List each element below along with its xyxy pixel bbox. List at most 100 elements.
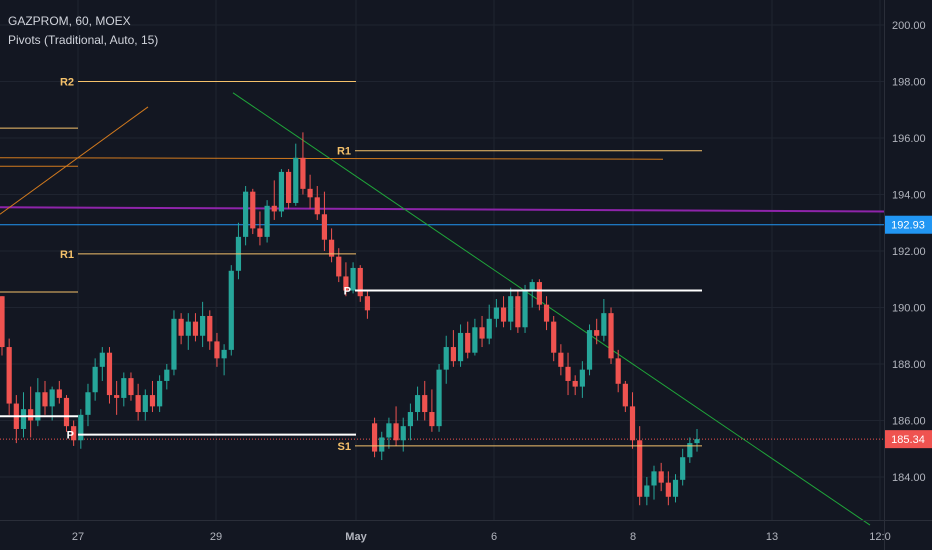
candle-body — [321, 214, 328, 240]
candle-body — [99, 352, 105, 367]
candle-body — [200, 315, 206, 336]
candle-body — [214, 341, 220, 359]
candle-body — [278, 171, 285, 212]
symbol-legend[interactable]: GAZPROM, 60, MOEX — [8, 14, 131, 28]
candle-body — [529, 282, 535, 291]
candle-body — [558, 352, 564, 367]
candle-body — [257, 228, 263, 237]
candle-body — [465, 332, 471, 353]
price-tick-label: 196.00 — [892, 133, 926, 145]
candle-body — [694, 439, 700, 444]
candle-body — [407, 412, 414, 427]
candle-body — [300, 157, 306, 189]
chart-legend: GAZPROM, 60, MOEX Pivots (Traditional, A… — [8, 12, 158, 50]
candle-body — [615, 358, 621, 384]
candle-body — [314, 197, 320, 215]
blue-level-badge — [885, 215, 932, 234]
candle-body — [493, 307, 499, 319]
grid — [0, 0, 884, 520]
candle-body — [192, 321, 199, 336]
candle-body — [479, 327, 485, 339]
candle-body — [164, 369, 170, 381]
price-tick-label: 190.00 — [892, 303, 926, 315]
pivot-label-r1: R1 — [60, 249, 74, 261]
time-tick-label: 13 — [766, 531, 778, 543]
candle-body — [221, 349, 227, 359]
candle-body — [364, 296, 371, 311]
candle-body — [601, 313, 607, 336]
candle-body — [121, 378, 127, 398]
candle-body — [343, 276, 349, 291]
price-tick-label: 200.00 — [892, 20, 926, 32]
candle-body — [665, 482, 671, 497]
candle-body — [250, 191, 256, 229]
candle-body — [472, 327, 478, 353]
candle-body — [185, 321, 191, 336]
candle-body — [85, 392, 91, 415]
price-tick-label: 186.00 — [892, 416, 926, 428]
candle-body — [128, 378, 134, 396]
candle-body — [328, 239, 335, 257]
candle-body — [500, 307, 507, 322]
candle-body — [178, 318, 184, 336]
candle-body — [243, 191, 249, 237]
candle-body — [429, 412, 435, 427]
candle-body — [63, 397, 70, 427]
indicator-legend[interactable]: Pivots (Traditional, Auto, 15) — [8, 33, 159, 47]
candle-body — [522, 290, 528, 328]
candle-body — [586, 330, 593, 370]
candle-body — [414, 395, 421, 413]
candle-body — [228, 270, 234, 350]
candle-body — [393, 423, 399, 441]
candle-body — [672, 479, 679, 497]
trendline-orange — [0, 157, 664, 160]
candle-body — [371, 423, 378, 452]
candle-body — [49, 389, 55, 407]
candle-body — [565, 366, 571, 381]
candle-body — [171, 318, 177, 370]
candle-body — [594, 330, 600, 336]
trendline-green — [232, 92, 871, 526]
candle-body — [35, 392, 41, 421]
candle-body — [78, 414, 84, 441]
candle-body — [644, 485, 650, 497]
time-tick-label: 8 — [630, 531, 636, 543]
candle-body — [551, 321, 557, 353]
candle-body — [543, 304, 550, 322]
price-tick-label: 184.00 — [892, 472, 926, 484]
pivot-levels: R2 R1 P R1 P S1 — [0, 77, 702, 453]
candle-body — [658, 471, 664, 483]
candle-body — [651, 471, 657, 486]
price-tick-label: 198.00 — [892, 77, 926, 89]
candle-body — [6, 347, 12, 404]
candle-body — [622, 383, 628, 407]
candle-body — [336, 256, 342, 277]
time-tick-label: 6 — [491, 531, 497, 543]
candle-body — [608, 313, 614, 359]
candle-body — [508, 296, 514, 322]
candle-body — [379, 437, 385, 452]
candle-body — [271, 205, 277, 212]
drawing-lines — [0, 92, 885, 526]
candle-body — [515, 296, 521, 328]
candles — [0, 132, 700, 506]
candle-body — [71, 426, 77, 441]
time-tick-label: 12:0 — [869, 531, 890, 543]
candle-body — [536, 282, 542, 305]
pivot-label-p: P — [344, 286, 351, 298]
candle-body — [637, 440, 643, 497]
candle-body — [457, 332, 464, 362]
candle-body — [28, 409, 34, 421]
candle-body — [142, 395, 148, 413]
last-price-badge-label: 185.34 — [891, 434, 925, 446]
pivot-label-p: P — [67, 430, 74, 442]
time-tick-label: 29 — [210, 531, 222, 543]
candle-body — [0, 296, 5, 348]
candle-body — [293, 157, 299, 203]
pivot-label-r2: R2 — [60, 77, 74, 89]
candle-body — [285, 171, 292, 203]
candle-body — [629, 406, 636, 441]
pivot-label-r1: R1 — [337, 146, 351, 158]
